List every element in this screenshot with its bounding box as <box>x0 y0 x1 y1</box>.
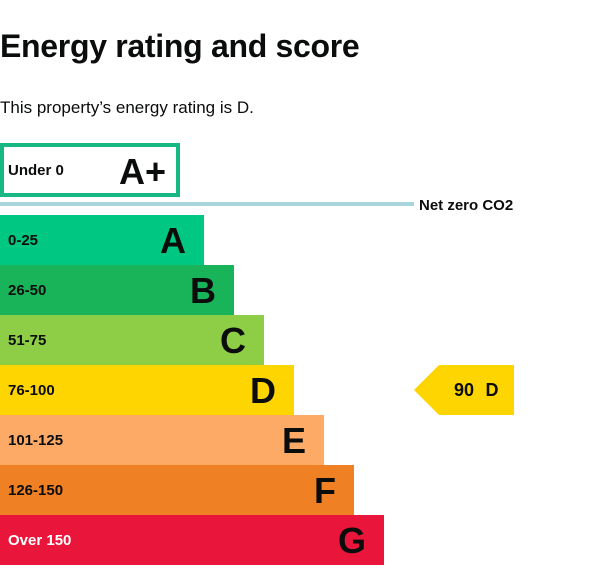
band-e-range: 101-125 <box>8 432 63 449</box>
current-rating-marker <box>414 365 514 415</box>
band-e-bar <box>0 415 324 465</box>
band-a-plus-letter: A+ <box>119 151 166 192</box>
band-f-letter: F <box>314 470 336 511</box>
current-rating-score: 90 <box>454 380 474 400</box>
band-a-bar <box>0 215 204 265</box>
band-a-plus-range: Under 0 <box>8 162 64 179</box>
band-c-letter: C <box>220 320 246 361</box>
band-a-plus-outline <box>0 143 180 197</box>
band-a-letter: A <box>160 220 186 261</box>
band-d-range: 76-100 <box>8 382 55 399</box>
band-g-bar <box>0 515 384 565</box>
rating-summary: This property’s energy rating is D. <box>0 98 254 117</box>
band-c-bar <box>0 315 264 365</box>
band-b-letter: B <box>190 270 216 311</box>
band-c-range: 51-75 <box>8 332 46 349</box>
band-a-range: 0-25 <box>8 232 38 249</box>
band-b-range: 26-50 <box>8 282 46 299</box>
band-b-bar <box>0 265 234 315</box>
page-title: Energy rating and score <box>0 28 360 64</box>
band-g-range: Over 150 <box>8 532 71 549</box>
band-g-letter: G <box>338 520 366 561</box>
band-d-bar <box>0 365 294 415</box>
net-zero-label: Net zero CO2 <box>419 197 513 214</box>
band-f-range: 126-150 <box>8 482 63 499</box>
band-f-bar <box>0 465 354 515</box>
band-d-letter: D <box>250 370 276 411</box>
current-rating-letter: D <box>486 380 499 400</box>
band-e-letter: E <box>282 420 306 461</box>
